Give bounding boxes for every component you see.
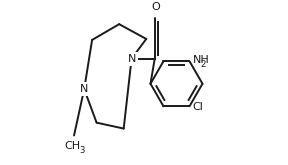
Text: N: N bbox=[80, 84, 88, 94]
Text: Cl: Cl bbox=[192, 102, 203, 112]
Text: N: N bbox=[127, 54, 136, 64]
Text: NH: NH bbox=[192, 55, 209, 65]
Text: 3: 3 bbox=[79, 146, 85, 155]
Text: O: O bbox=[151, 2, 160, 12]
Text: CH: CH bbox=[64, 141, 80, 151]
Text: 2: 2 bbox=[200, 60, 206, 69]
